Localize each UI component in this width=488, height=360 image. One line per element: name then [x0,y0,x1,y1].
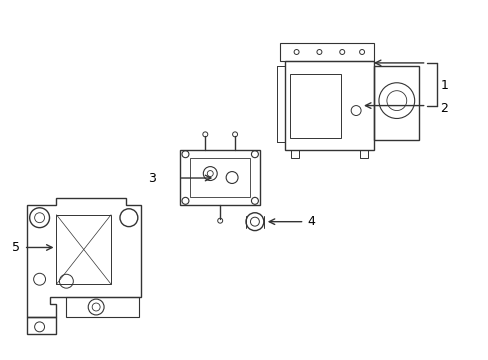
Bar [66,297,139,317]
Bar [190,158,249,197]
Text: 2: 2 [440,102,447,115]
Text: 4: 4 [307,215,315,228]
Bar [27,317,56,334]
Text: 5: 5 [12,241,20,254]
Bar [284,61,373,150]
Bar [289,74,341,138]
Text: 1: 1 [440,79,447,92]
Bar [279,43,373,61]
Text: 3: 3 [147,171,155,185]
Bar [180,150,259,205]
Bar [359,150,367,158]
Bar [290,150,298,158]
